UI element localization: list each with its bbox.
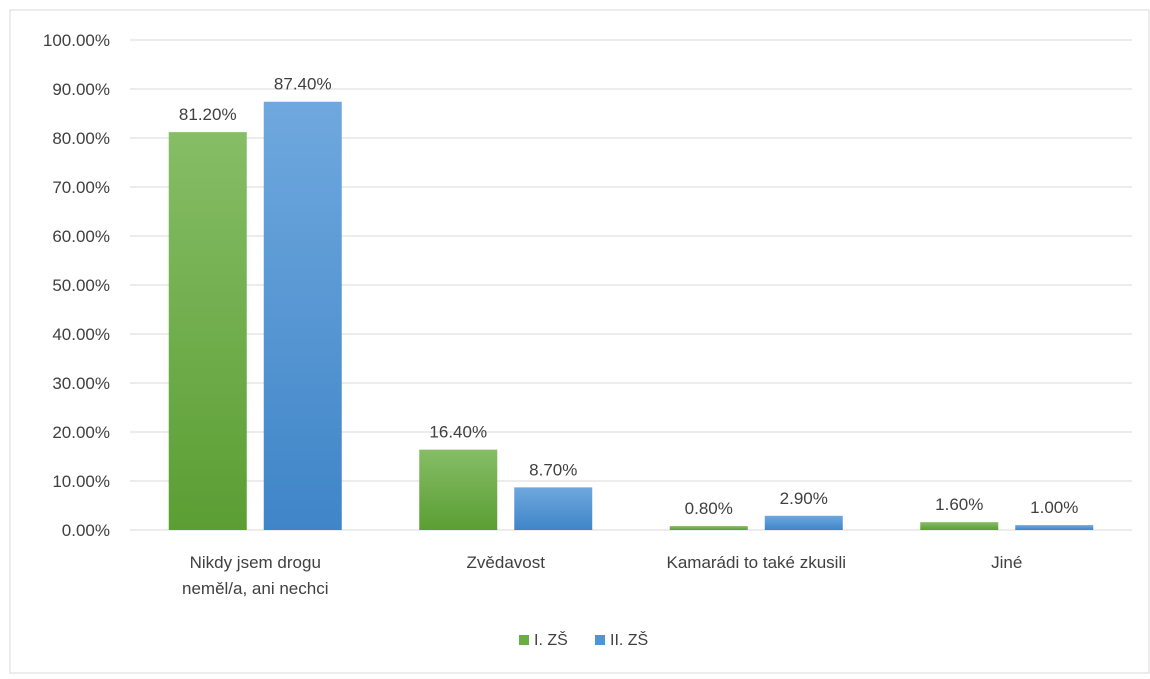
legend: I. ZŠ II. ZŠ (519, 630, 648, 649)
data-label: 0.80% (685, 499, 733, 518)
y-tick-label: 70.00% (52, 178, 110, 197)
bar (514, 487, 593, 530)
y-axis-tick-labels: 0.00% 10.00% 20.00% 30.00% 40.00% 50.00% 60.00… (43, 31, 110, 540)
y-tick-label: 0.00% (62, 521, 110, 540)
category-label: Nikdy jsem drogu (190, 553, 321, 572)
bar (263, 101, 342, 531)
bar (669, 526, 748, 530)
bar (1015, 525, 1094, 530)
data-label: 1.60% (935, 495, 983, 514)
y-tick-label: 80.00% (52, 129, 110, 148)
y-tick-label: 10.00% (52, 472, 110, 491)
chart-border (9, 9, 1150, 674)
data-label: 8.70% (529, 460, 577, 479)
y-tick-label: 20.00% (52, 423, 110, 442)
data-label: 87.40% (274, 75, 332, 94)
bars (168, 101, 1094, 531)
category-labels: Nikdy jsem drogu neměl/a, ani nechci Zvěda… (182, 553, 1022, 598)
y-tick-label: 30.00% (52, 374, 110, 393)
data-labels: 81.20% 87.40% 16.40% 8.70% 0.80% 2.90% 1.60% 1.… (179, 75, 1078, 518)
legend-label: I. ZŠ (534, 630, 568, 649)
bar (168, 132, 247, 530)
category-label: Kamarádi to také zkusili (666, 553, 846, 572)
data-label: 1.00% (1030, 498, 1078, 517)
bar (920, 522, 999, 530)
y-tick-label: 50.00% (52, 276, 110, 295)
y-tick-label: 60.00% (52, 227, 110, 246)
legend-label: II. ZŠ (610, 630, 648, 649)
y-tick-label: 100.00% (43, 31, 110, 50)
category-label: neměl/a, ani nechci (182, 579, 328, 598)
y-tick-label: 40.00% (52, 325, 110, 344)
bar (764, 515, 843, 530)
bar (419, 449, 498, 530)
y-tick-label: 90.00% (52, 80, 110, 99)
data-label: 16.40% (429, 423, 487, 442)
legend-swatch (519, 635, 529, 645)
legend-swatch (595, 635, 605, 645)
category-label: Jiné (991, 553, 1022, 572)
data-label: 2.90% (780, 489, 828, 508)
data-label: 81.20% (179, 105, 237, 124)
category-label: Zvědavost (467, 553, 546, 572)
